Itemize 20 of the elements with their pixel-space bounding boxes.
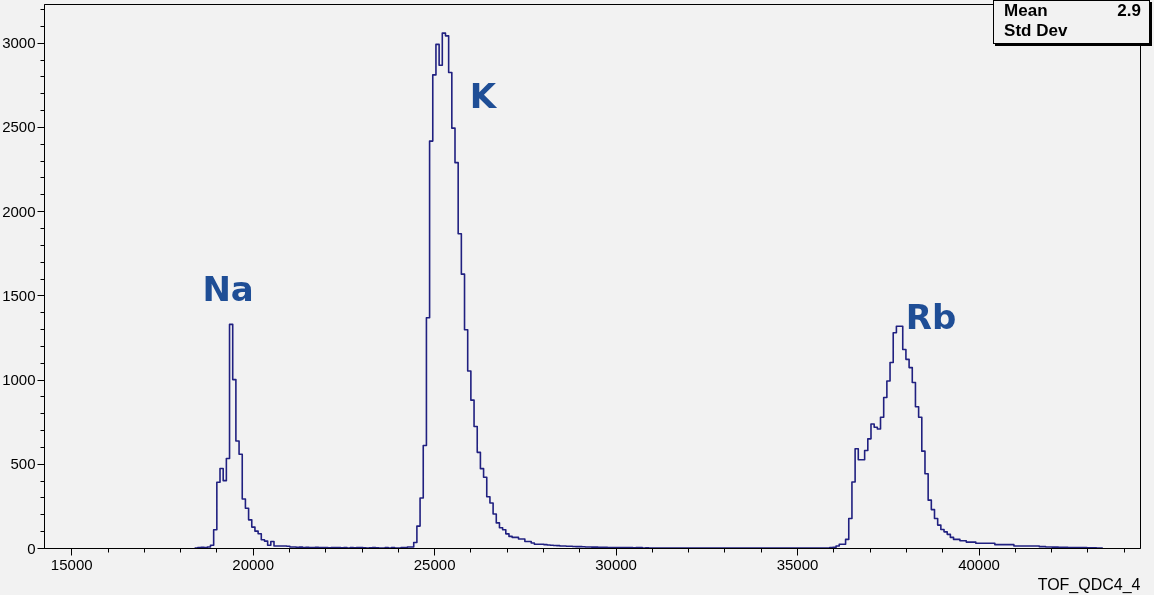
x-tick-label: 35000: [776, 555, 819, 573]
y-tick-label: 3000: [2, 34, 36, 52]
annotation: Na: [202, 269, 254, 310]
annotation: 2.9: [1117, 1, 1141, 21]
annotation: Std Dev: [1004, 21, 1068, 41]
y-tick-label: 1500: [2, 286, 36, 304]
y-tick-label: 1000: [2, 371, 36, 389]
y-tick-label: 2500: [2, 118, 36, 136]
annotation: K: [469, 76, 498, 117]
annotation: Rb: [905, 297, 957, 338]
x-axis-title: TOF_QDC4_4: [1037, 575, 1141, 594]
y-tick-label: 2000: [2, 202, 36, 220]
annotation: Mean: [1004, 1, 1049, 21]
x-tick-label: 15000: [50, 555, 93, 573]
y-tick-label: 500: [10, 455, 36, 473]
x-tick-label: 25000: [413, 555, 456, 573]
y-tick-label: 0: [27, 539, 36, 557]
x-tick-label: 40000: [958, 555, 1000, 573]
x-tick-label: 20000: [232, 555, 275, 573]
x-tick-label: 30000: [595, 555, 637, 573]
